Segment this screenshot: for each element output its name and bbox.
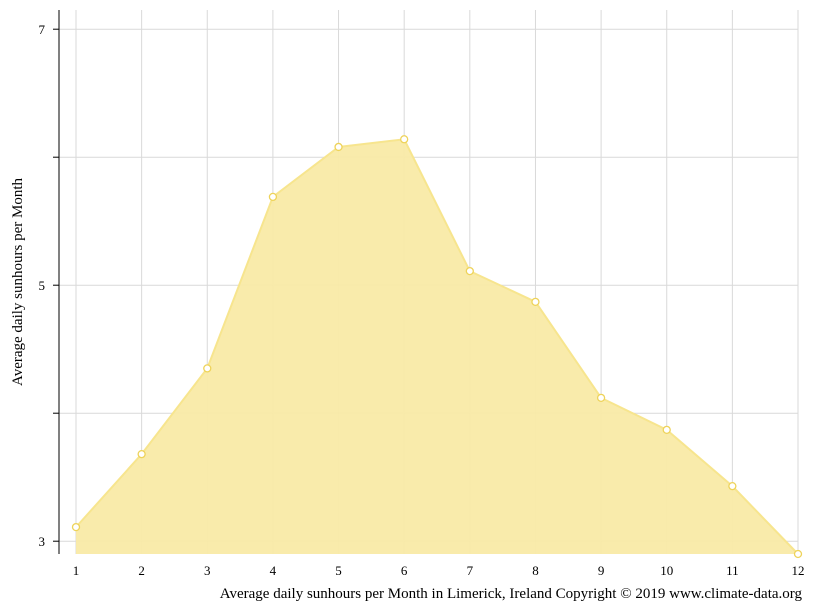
data-points	[71, 135, 803, 559]
sunhours-line	[75, 138, 799, 555]
sunhours-area	[76, 139, 798, 554]
data-point	[728, 482, 737, 491]
x-tick-label: 12	[792, 563, 805, 578]
data-point	[465, 266, 474, 276]
data-point	[400, 135, 409, 144]
data-point	[596, 393, 606, 402]
y-axis-label: Average daily sunhours per Month	[10, 178, 26, 387]
x-tick-label: 9	[598, 563, 605, 578]
x-tick-label: 8	[532, 563, 539, 578]
x-tick-label: 11	[726, 563, 739, 578]
x-tick-label: 7	[467, 563, 474, 578]
x-tick-label: 2	[138, 563, 145, 578]
x-tick-label: 10	[660, 563, 673, 578]
axes	[53, 10, 60, 554]
data-point	[793, 549, 803, 559]
x-tick-label: 5	[335, 563, 342, 578]
data-point	[137, 450, 146, 459]
data-point	[531, 297, 540, 306]
y-tick-label: 5	[39, 278, 46, 293]
chart-caption: Average daily sunhours per Month in Lime…	[220, 586, 803, 602]
x-tick-label: 3	[204, 563, 211, 578]
data-point	[71, 522, 81, 532]
x-tick-labels: 1 2 3 4 5 6 7 8 9 10 11 12	[73, 563, 805, 578]
data-point	[203, 364, 212, 373]
data-point	[662, 425, 671, 434]
y-tick-label: 3	[39, 534, 46, 549]
x-tick-label: 6	[401, 563, 408, 578]
y-tick-label: 7	[39, 22, 46, 37]
data-point	[334, 142, 343, 152]
x-tick-label: 4	[270, 563, 277, 578]
data-point	[268, 192, 278, 202]
y-tick-labels: 3 5 7	[39, 22, 46, 549]
x-tick-label: 1	[73, 563, 80, 578]
